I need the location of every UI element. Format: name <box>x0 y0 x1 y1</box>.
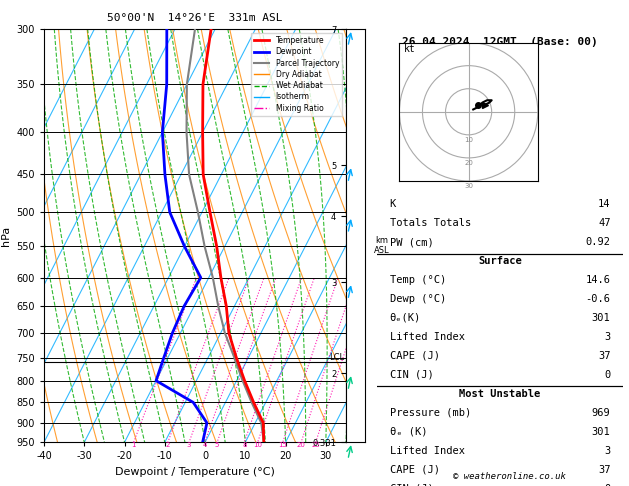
Text: Most Unstable: Most Unstable <box>459 389 541 399</box>
Text: 30: 30 <box>464 183 473 189</box>
Text: 3: 3 <box>187 442 191 448</box>
Text: Totals Totals: Totals Totals <box>389 218 471 228</box>
Text: 14: 14 <box>598 199 611 209</box>
Text: -0.6: -0.6 <box>586 294 611 304</box>
Text: Dewp (°C): Dewp (°C) <box>389 294 446 304</box>
Text: 3: 3 <box>604 332 611 342</box>
Text: 4: 4 <box>203 442 207 448</box>
Text: 0.92: 0.92 <box>586 237 611 247</box>
Text: © weatheronline.co.uk: © weatheronline.co.uk <box>453 472 566 481</box>
Text: Lifted Index: Lifted Index <box>389 332 465 342</box>
Text: 20: 20 <box>297 442 306 448</box>
Text: θₑ(K): θₑ(K) <box>389 313 421 323</box>
Text: 37: 37 <box>598 351 611 361</box>
Text: 0: 0 <box>604 484 611 486</box>
Text: 25: 25 <box>311 442 320 448</box>
Text: 969: 969 <box>592 408 611 418</box>
Y-axis label: km
ASL: km ASL <box>374 236 389 255</box>
Text: 301: 301 <box>592 313 611 323</box>
Text: CIN (J): CIN (J) <box>389 370 433 380</box>
Text: Pressure (mb): Pressure (mb) <box>389 408 471 418</box>
Text: 8: 8 <box>242 442 247 448</box>
Y-axis label: hPa: hPa <box>1 226 11 246</box>
Text: Lifted Index: Lifted Index <box>389 446 465 456</box>
Text: 10: 10 <box>464 137 473 143</box>
X-axis label: Dewpoint / Temperature (°C): Dewpoint / Temperature (°C) <box>115 467 275 477</box>
Text: Surface: Surface <box>478 256 522 266</box>
Text: 20: 20 <box>464 160 473 166</box>
Text: PW (cm): PW (cm) <box>389 237 433 247</box>
Text: 14.6: 14.6 <box>586 275 611 285</box>
Text: 1: 1 <box>131 442 136 448</box>
Text: 47: 47 <box>598 218 611 228</box>
Title: 50°00'N  14°26'E  331m ASL: 50°00'N 14°26'E 331m ASL <box>107 13 283 23</box>
Text: 5: 5 <box>215 442 220 448</box>
Text: Temp (°C): Temp (°C) <box>389 275 446 285</box>
Text: 2: 2 <box>165 442 170 448</box>
Text: CAPE (J): CAPE (J) <box>389 351 440 361</box>
Text: LCL: LCL <box>329 353 344 362</box>
Text: CIN (J): CIN (J) <box>389 484 433 486</box>
Text: kt: kt <box>404 44 416 54</box>
Text: θₑ (K): θₑ (K) <box>389 427 427 437</box>
Legend: Temperature, Dewpoint, Parcel Trajectory, Dry Adiabat, Wet Adiabat, Isotherm, Mi: Temperature, Dewpoint, Parcel Trajectory… <box>251 33 342 116</box>
Text: CAPE (J): CAPE (J) <box>389 465 440 475</box>
Text: 37: 37 <box>598 465 611 475</box>
Text: K: K <box>389 199 396 209</box>
Text: 15: 15 <box>278 442 287 448</box>
Text: 301: 301 <box>592 427 611 437</box>
Text: 3: 3 <box>604 446 611 456</box>
Text: 26.04.2024  12GMT  (Base: 00): 26.04.2024 12GMT (Base: 00) <box>402 37 598 48</box>
Text: 10: 10 <box>253 442 262 448</box>
Text: 0: 0 <box>604 370 611 380</box>
